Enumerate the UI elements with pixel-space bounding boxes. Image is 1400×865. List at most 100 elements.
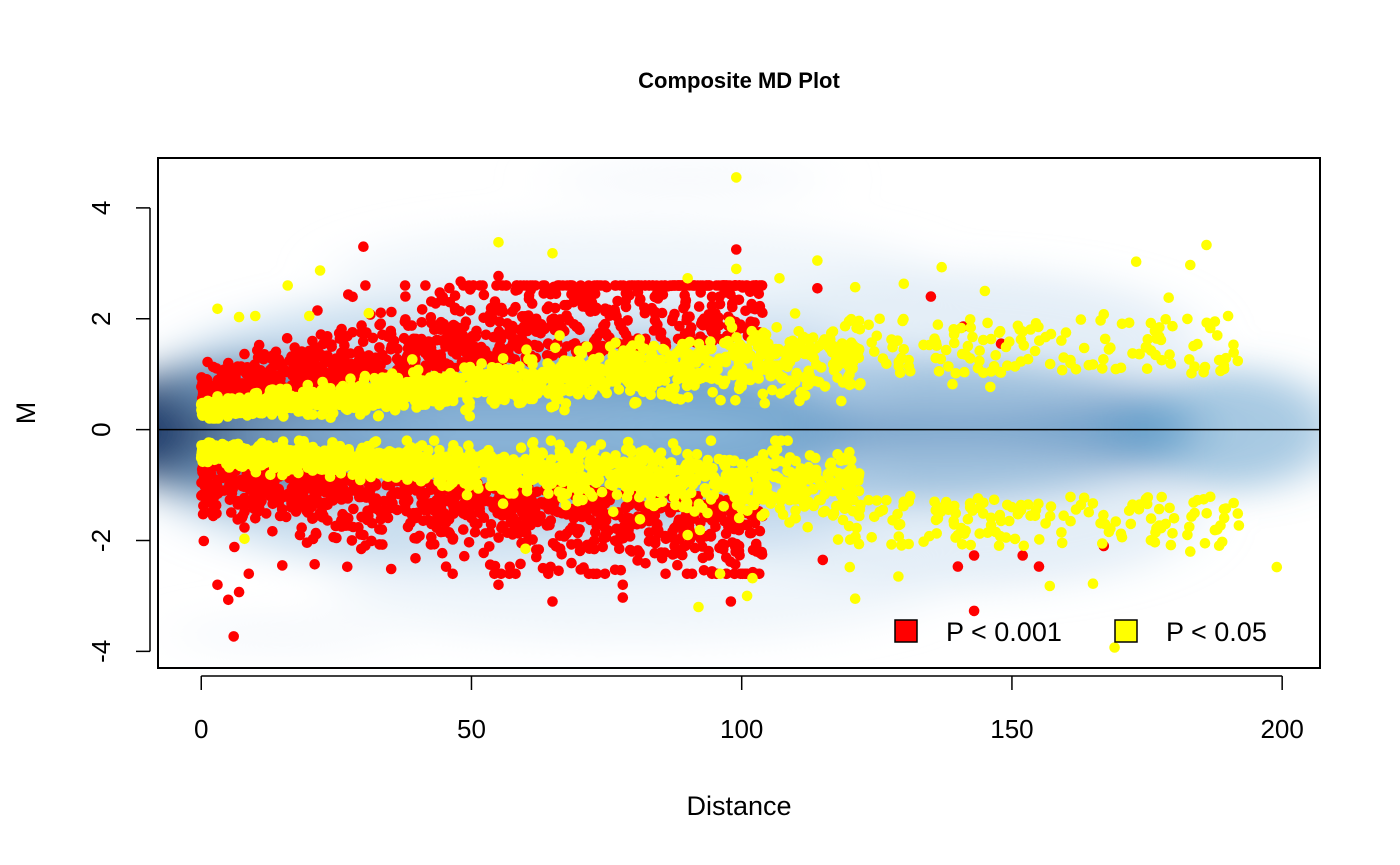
point-p-005 <box>440 371 452 382</box>
point-p-005 <box>357 442 368 454</box>
point-p-005 <box>381 455 393 467</box>
point-p-0001 <box>352 486 363 497</box>
point-p-0001 <box>226 507 237 518</box>
point-p-005 <box>758 449 769 460</box>
legend-swatch-p-0001 <box>894 619 918 643</box>
point-p-005 <box>836 395 847 407</box>
point-p-005 <box>1218 363 1230 375</box>
point-p-0001 <box>315 329 327 340</box>
point-p-005 <box>724 454 735 466</box>
point-p-005 <box>493 237 504 248</box>
point-p-005 <box>1164 502 1175 514</box>
point-p-0001 <box>375 514 387 525</box>
point-p-0001 <box>410 333 422 345</box>
point-p-005 <box>1141 342 1153 353</box>
point-p-005 <box>844 534 856 545</box>
point-p-0001 <box>281 333 293 344</box>
point-p-0001 <box>336 352 347 364</box>
point-p-005 <box>212 391 223 402</box>
point-p-005 <box>1192 338 1203 350</box>
point-p-005 <box>982 527 993 538</box>
point-p-005 <box>874 313 885 325</box>
point-p-005 <box>748 370 760 381</box>
point-p-0001 <box>216 377 227 389</box>
point-p-005 <box>1271 561 1283 573</box>
point-p-005 <box>933 366 945 377</box>
point-p-005 <box>1154 520 1165 531</box>
point-p-0001 <box>710 326 721 338</box>
point-p-0001 <box>201 489 213 500</box>
point-p-0001 <box>968 550 980 561</box>
point-p-005 <box>359 370 371 382</box>
point-p-0001 <box>583 568 595 580</box>
point-p-0001 <box>617 579 629 591</box>
point-p-005 <box>305 453 317 464</box>
point-p-005 <box>456 462 467 474</box>
point-p-005 <box>877 504 889 516</box>
point-p-005 <box>994 325 1006 337</box>
point-p-005 <box>507 388 519 400</box>
point-p-005 <box>196 453 208 464</box>
point-p-005 <box>832 534 844 545</box>
point-p-005 <box>428 435 440 447</box>
point-p-0001 <box>454 306 466 317</box>
point-p-005 <box>1201 317 1212 329</box>
point-p-005 <box>974 345 985 357</box>
point-p-005 <box>628 357 639 369</box>
plot-area <box>158 158 1320 668</box>
point-p-005 <box>348 383 360 395</box>
point-p-0001 <box>198 535 210 547</box>
point-p-005 <box>780 384 792 396</box>
point-p-0001 <box>360 280 371 291</box>
point-p-005 <box>669 382 680 394</box>
point-p-0001 <box>255 497 266 508</box>
point-p-0001 <box>515 558 526 570</box>
point-p-0001 <box>198 500 209 512</box>
point-p-0001 <box>374 342 385 353</box>
point-p-005 <box>931 528 942 539</box>
point-p-005 <box>940 496 952 508</box>
point-p-005 <box>1125 518 1137 530</box>
point-p-005 <box>715 394 726 406</box>
point-p-0001 <box>727 298 738 310</box>
point-p-005 <box>733 512 745 524</box>
point-p-0001 <box>599 523 611 534</box>
point-p-005 <box>605 458 617 470</box>
point-p-005 <box>635 352 647 364</box>
point-p-0001 <box>686 568 698 580</box>
point-p-005 <box>1009 533 1021 545</box>
point-p-005 <box>1097 363 1108 374</box>
point-p-0001 <box>1017 550 1028 561</box>
point-p-005 <box>1155 334 1167 346</box>
point-p-005 <box>593 352 605 364</box>
point-p-0001 <box>370 500 382 512</box>
point-p-0001 <box>296 346 308 357</box>
point-p-005 <box>515 442 527 454</box>
point-p-005 <box>616 462 627 473</box>
point-p-005 <box>666 457 677 468</box>
point-p-0001 <box>348 503 359 515</box>
point-p-005 <box>843 361 855 373</box>
point-p-0001 <box>597 541 608 553</box>
point-p-0001 <box>347 327 358 338</box>
point-p-005 <box>767 384 778 396</box>
point-p-005 <box>947 378 958 390</box>
point-p-005 <box>550 342 561 354</box>
point-p-005 <box>1045 328 1057 340</box>
point-p-005 <box>851 322 862 334</box>
point-p-005 <box>930 504 942 516</box>
point-p-0001 <box>353 345 365 357</box>
point-p-005 <box>518 456 529 468</box>
point-p-005 <box>845 378 857 390</box>
point-p-005 <box>682 273 693 284</box>
point-p-0001 <box>559 299 570 311</box>
point-p-005 <box>712 361 723 373</box>
point-p-0001 <box>523 290 535 301</box>
point-p-005 <box>1015 334 1027 345</box>
point-p-005 <box>1015 504 1027 516</box>
point-p-0001 <box>233 586 245 598</box>
point-p-005 <box>486 366 498 378</box>
point-p-0001 <box>420 280 431 291</box>
point-p-005 <box>1228 339 1239 351</box>
point-p-0001 <box>455 276 467 287</box>
